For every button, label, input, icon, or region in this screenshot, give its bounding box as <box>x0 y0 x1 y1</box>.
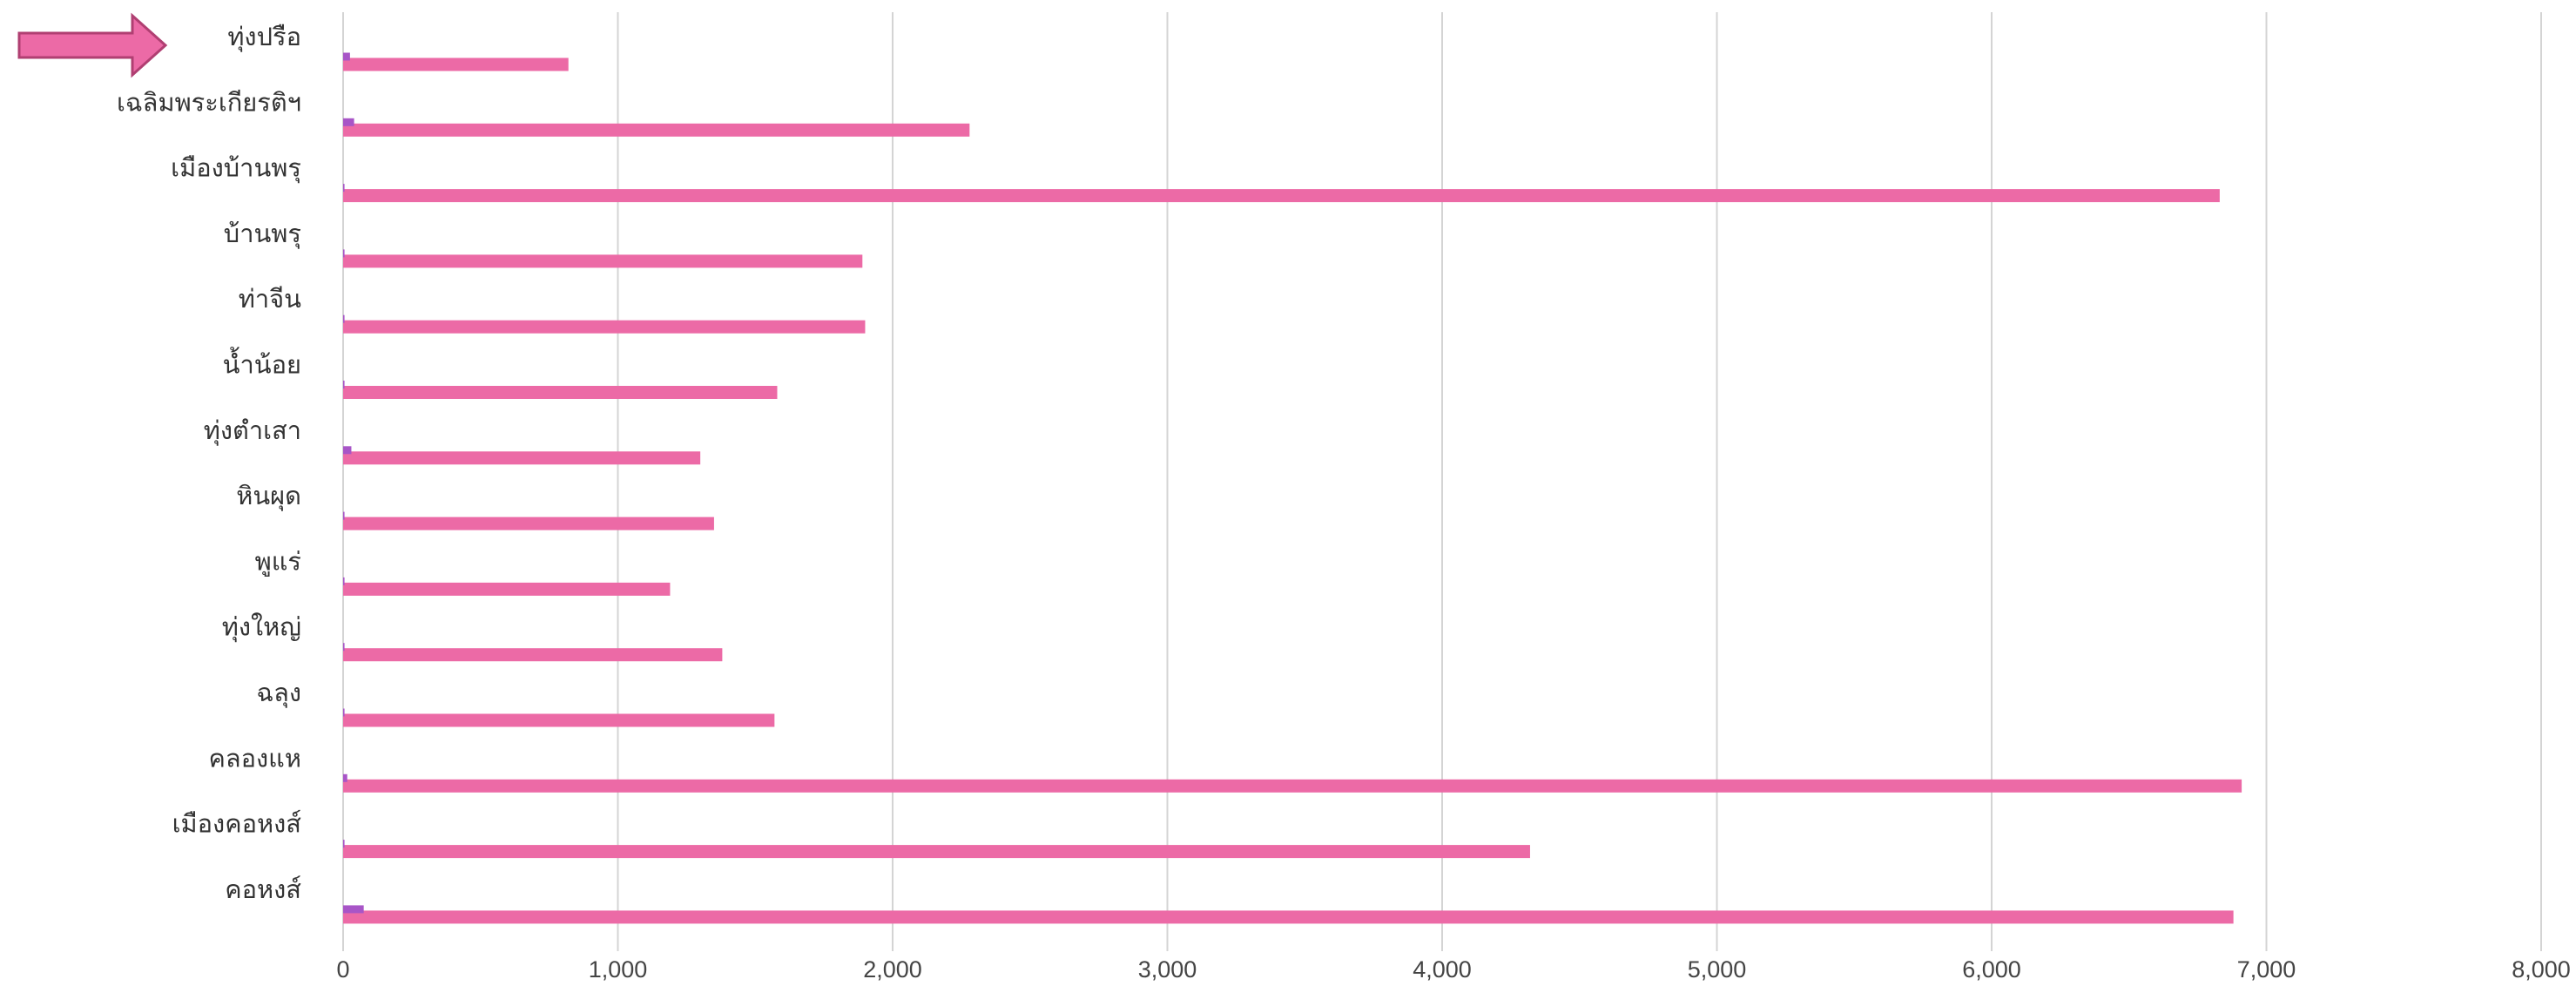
bar-series-2 <box>343 57 569 71</box>
bar-series-1 <box>343 446 352 455</box>
category-label: ท่าจีน <box>239 284 301 314</box>
bar-series-1 <box>343 184 345 192</box>
x-axis-ticks: 0 1,000 2,000 3,000 4,000 5,000 6,000 7,000 8,00… <box>336 956 2570 983</box>
x-tick-label: 4,000 <box>1413 956 1472 983</box>
bar-series-1 <box>343 314 345 323</box>
bar-series-1 <box>343 511 345 520</box>
category-label: ทุ่งปรือ <box>227 22 301 52</box>
bar-series-2 <box>343 779 2242 793</box>
bar-series-1 <box>343 381 345 388</box>
category-label: น้ำน้อย <box>223 347 301 380</box>
annotations <box>17 12 168 78</box>
x-tick-label: 5,000 <box>1688 956 1747 983</box>
x-tick-label: 3,000 <box>1138 956 1197 983</box>
bar-series-2 <box>343 123 970 137</box>
category-label: เฉลิมพระเกียรติฯ <box>117 87 301 117</box>
bar-series-2 <box>343 648 723 662</box>
category-label: คลองแห <box>208 743 301 773</box>
bar-series-1 <box>343 643 345 652</box>
x-tick-label: 8,000 <box>2512 956 2571 983</box>
category-label: เมืองบ้านพรุ <box>171 153 301 184</box>
x-tick-label: 1,000 <box>589 956 648 983</box>
bar-series-2 <box>343 582 671 596</box>
category-labels: ทุ่งปรือเฉลิมพระเกียรติฯเมืองบ้านพรุบ้าน… <box>117 22 301 904</box>
bar-series-2 <box>343 713 775 727</box>
category-label: ทุ่งตำเสา <box>204 415 301 446</box>
gridlines <box>342 12 2542 951</box>
bar-series-1 <box>343 708 345 717</box>
bar-series-1 <box>343 118 354 126</box>
category-label: เมืองคอหงส์ <box>172 809 302 839</box>
category-label: ทุ่งใหญ่ <box>222 612 301 643</box>
bar-series-2 <box>343 386 778 399</box>
bars <box>343 52 2242 924</box>
bar-series-2 <box>343 189 2220 203</box>
bar-series-2 <box>343 910 2234 924</box>
bar-series-2 <box>343 517 714 530</box>
category-label: ฉลุง <box>256 678 301 708</box>
bar-series-2 <box>343 320 866 334</box>
category-label: หินผุด <box>236 481 301 511</box>
category-label: พูแร่ <box>255 546 301 577</box>
bar-series-1 <box>343 249 345 258</box>
bar-series-1 <box>343 52 350 61</box>
category-label: คอหงส์ <box>225 875 301 904</box>
bar-series-1 <box>343 577 345 585</box>
bar-series-2 <box>343 451 701 465</box>
bar-series-1 <box>343 905 364 914</box>
category-label: บ้านพรุ <box>224 219 301 249</box>
x-tick-label: 2,000 <box>863 956 922 983</box>
x-tick-label: 0 <box>336 956 349 983</box>
x-tick-label: 7,000 <box>2237 956 2296 983</box>
bar-series-1 <box>343 840 345 848</box>
x-tick-label: 6,000 <box>1962 956 2021 983</box>
bar-series-2 <box>343 254 863 268</box>
bar-series-2 <box>343 845 1530 859</box>
bar-series-1 <box>343 773 347 782</box>
arrow-icon <box>17 12 168 78</box>
